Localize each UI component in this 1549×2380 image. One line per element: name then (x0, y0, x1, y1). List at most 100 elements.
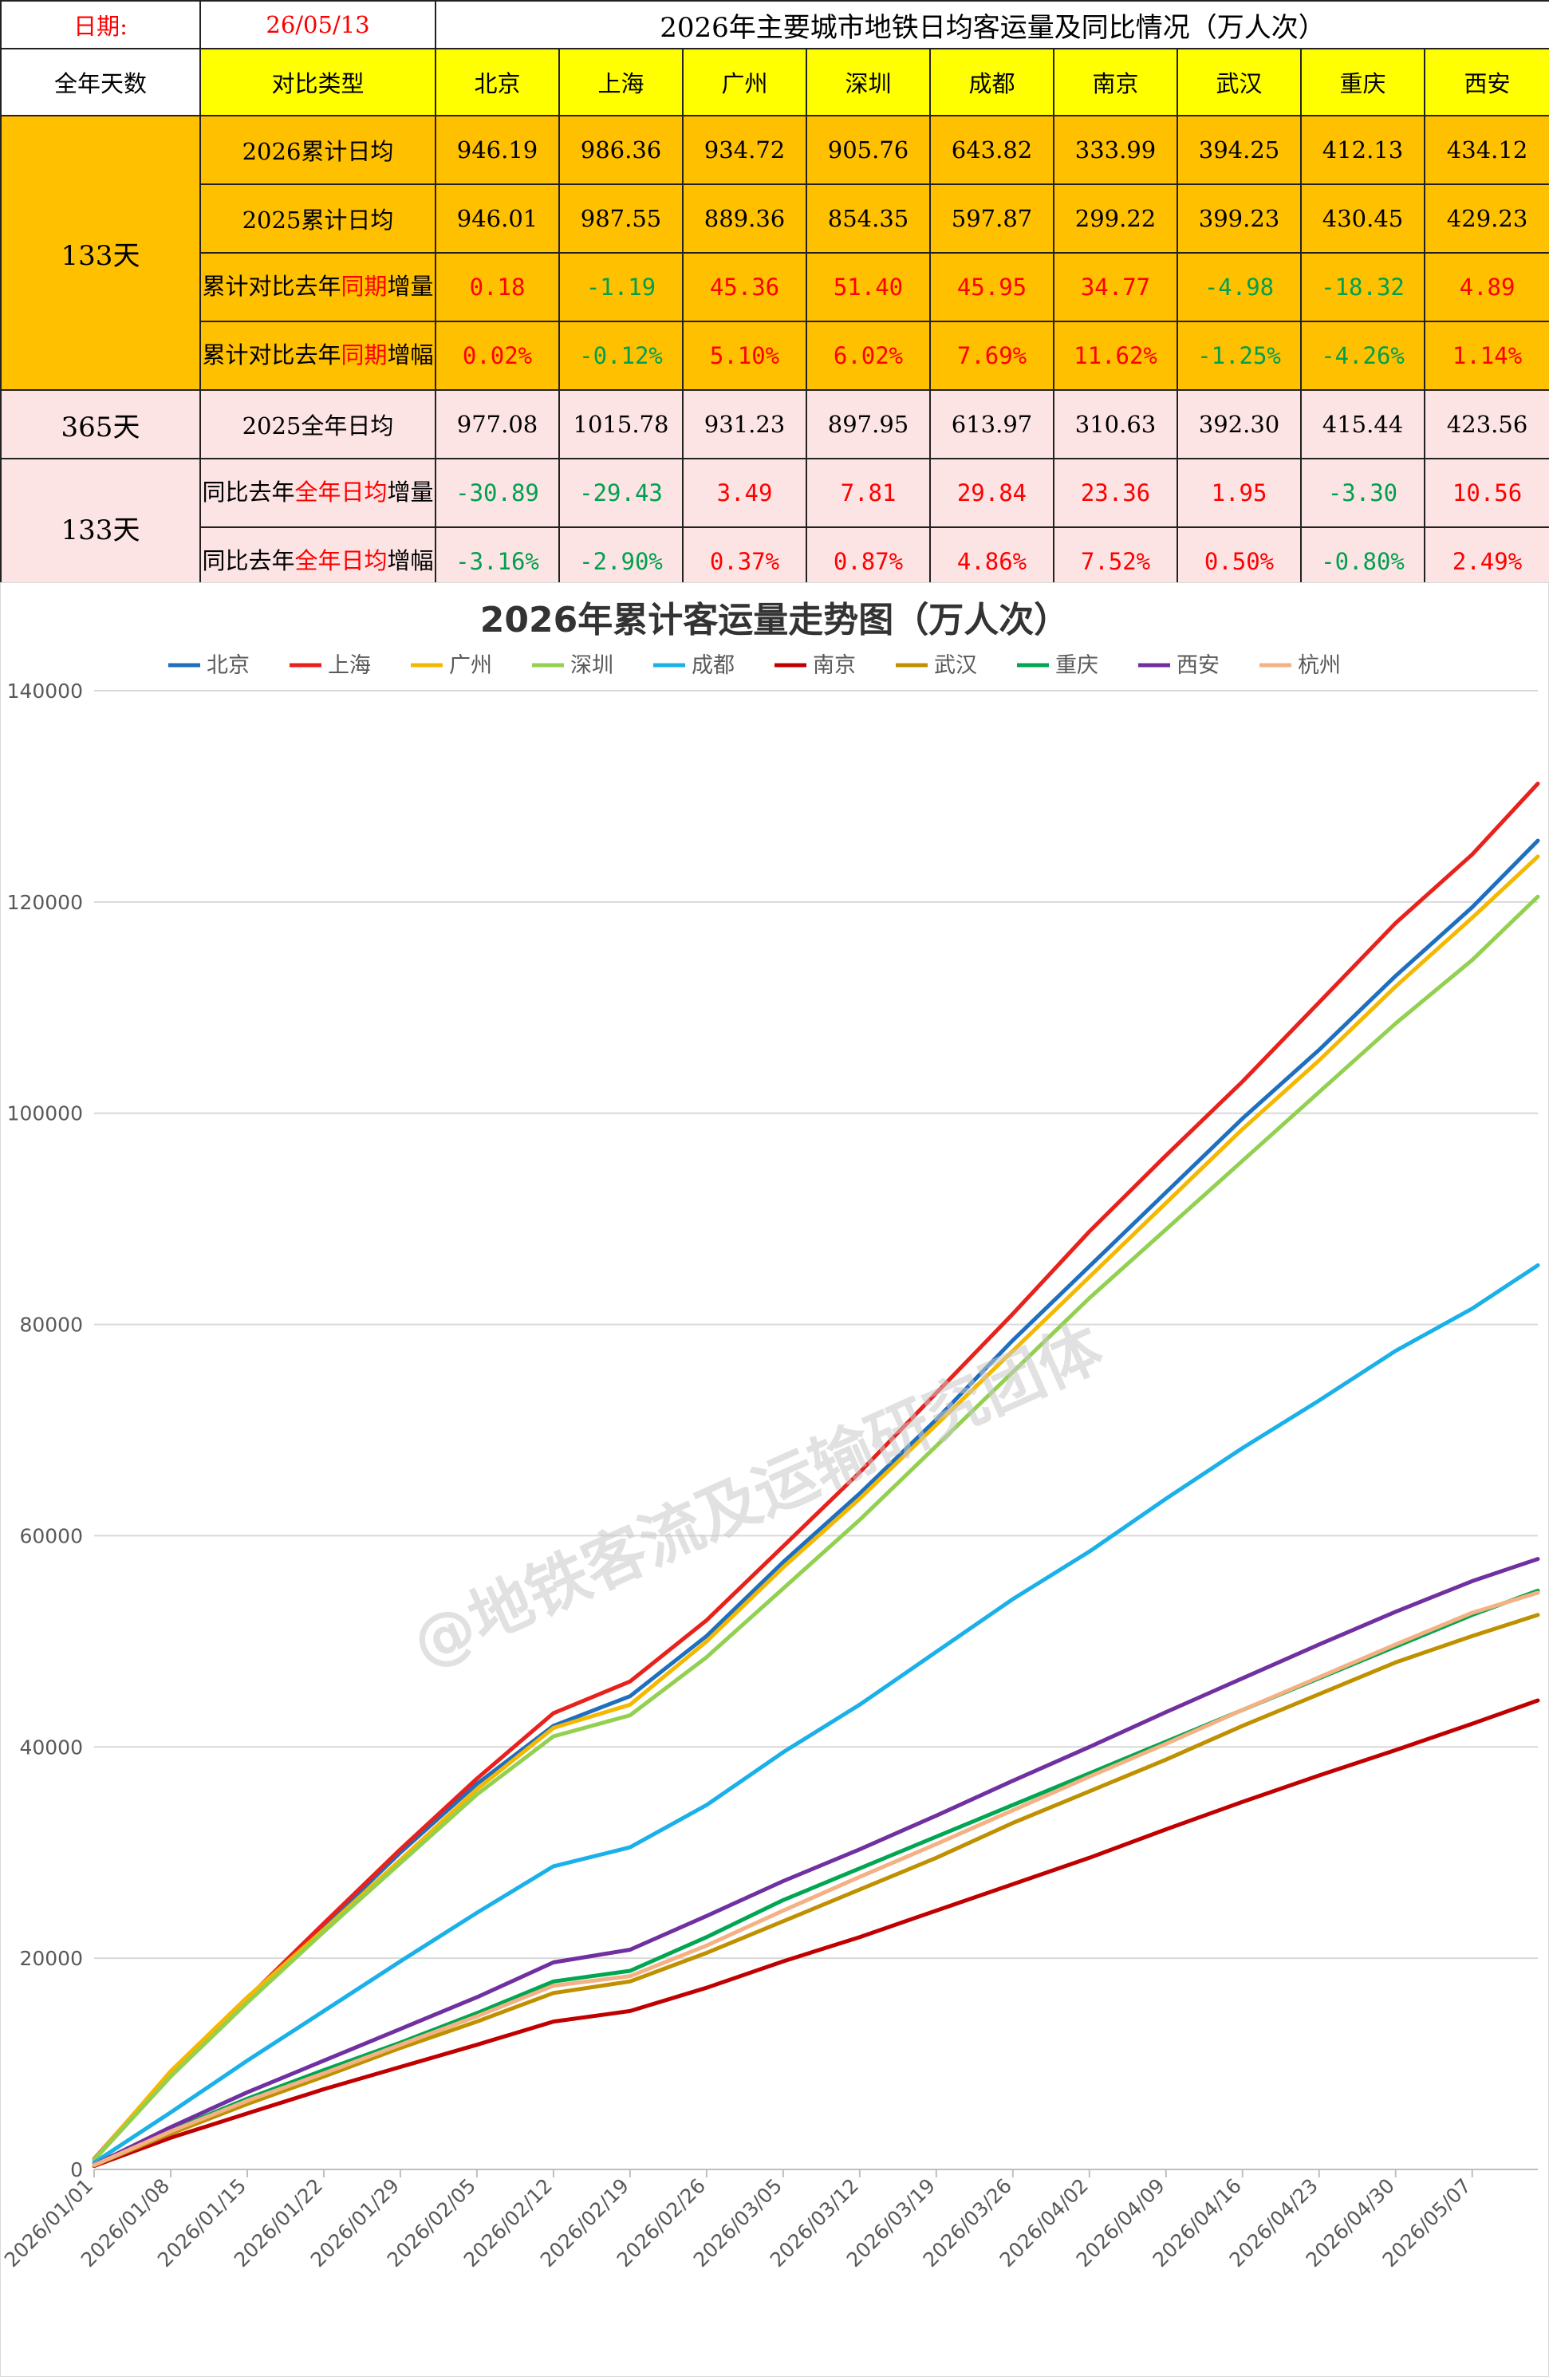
legend-label: 重庆 (1055, 653, 1098, 678)
row-label-part: 2025全年日均 (242, 412, 394, 439)
value-cell: -1.25% (1177, 321, 1302, 391)
value-cell: 415.44 (1300, 389, 1425, 459)
row-label-part: 同比去年 (202, 547, 295, 575)
row-label-part: 2026累计日均 (242, 138, 394, 165)
value-cell: 6.02% (806, 321, 931, 391)
days-cell: 133天 (0, 115, 201, 391)
row-label: 2025累计日均 (199, 183, 436, 254)
legend-label: 南京 (813, 653, 856, 678)
value-cell: 23.36 (1053, 458, 1178, 528)
date-label: 日期: (0, 0, 201, 49)
row-label-part: 同期 (341, 273, 388, 301)
value-cell: 897.95 (806, 389, 931, 459)
value-cell: 986.36 (558, 115, 684, 185)
value-cell: 299.22 (1053, 183, 1178, 254)
value-cell: 889.36 (682, 183, 807, 254)
city-header: 重庆 (1300, 48, 1425, 116)
row-label-part: 增幅 (387, 341, 434, 369)
row-label-part: 全年日均 (294, 479, 388, 506)
value-cell: 1015.78 (558, 389, 684, 459)
value-cell: 34.77 (1053, 252, 1178, 322)
y-tick-label: 140000 (7, 680, 83, 703)
y-tick-label: 80000 (19, 1314, 83, 1337)
city-header: 南京 (1053, 48, 1178, 116)
city-header: 成都 (929, 48, 1054, 116)
value-cell: 10.56 (1423, 458, 1549, 528)
days-header: 全年天数 (0, 48, 201, 116)
row-label: 2026累计日均 (199, 115, 436, 185)
y-tick-label: 20000 (19, 1947, 83, 1970)
row-label-part: 同期 (341, 341, 388, 369)
value-cell: 854.35 (806, 183, 931, 254)
chart-series (92, 782, 1540, 2169)
y-tick-label: 40000 (19, 1736, 83, 1759)
legend-label: 杭州 (1298, 653, 1341, 678)
row-label: 累计对比去年同期增量 (199, 252, 436, 322)
value-cell: -29.43 (558, 458, 684, 528)
value-cell: 934.72 (682, 115, 807, 185)
days-cell: 365天 (0, 389, 201, 459)
value-cell: 597.87 (929, 183, 1054, 254)
table-row: 133天 同比去年全年日均增量 -30.89 -29.43 3.49 7.81 29.84 2… (0, 458, 1549, 597)
city-header: 武汉 (1177, 48, 1302, 116)
value-cell: 392.30 (1177, 389, 1302, 459)
table-row: 365天 2025全年日均 977.08 1015.78 931.23 897.95 613… (0, 389, 1549, 459)
row-label-part: 累计对比去年 (202, 273, 341, 301)
chart-title: 2026年累计客运量走势图（万人次） (480, 600, 1069, 640)
value-cell: 45.95 (929, 252, 1054, 322)
legend-label: 北京 (207, 653, 250, 678)
value-cell: 1.95 (1177, 458, 1302, 528)
value-cell: 29.84 (929, 458, 1054, 528)
value-cell: 51.40 (806, 252, 931, 322)
row-label: 同比去年全年日均增量 (199, 458, 436, 528)
row-label-part: 增幅 (387, 547, 434, 575)
value-cell: 3.49 (682, 458, 807, 528)
table-row: 2025累计日均 946.01 987.55 889.36 854.35 597.87 29… (1, 183, 1549, 254)
value-cell: 5.10% (682, 321, 807, 391)
cumulative-ridership-chart: 2026年累计客运量走势图（万人次） 北京 上海 广州 深圳 成都 南京 武汉 重庆 西安 杭州 … (0, 581, 1549, 2378)
value-cell: 429.23 (1423, 183, 1549, 254)
value-cell: 7.81 (806, 458, 931, 528)
stats-table: 日期: 26/05/13 2026年主要城市地铁日均客运量及同比情况（万人次） … (0, 0, 1549, 597)
y-tick-label: 60000 (19, 1524, 83, 1547)
y-axis: 0 20000 40000 60000 80000 100000 120000 140000 (7, 680, 83, 2181)
legend-label: 深圳 (570, 653, 613, 678)
row-label-part: 同比去年 (202, 479, 295, 506)
value-cell: 0.02% (435, 321, 560, 391)
stats-table-section: 日期: 26/05/13 2026年主要城市地铁日均客运量及同比情况（万人次） … (0, 0, 1549, 597)
row-label-part: 累计对比去年 (202, 341, 341, 369)
value-cell: 946.19 (435, 115, 560, 185)
legend-label: 西安 (1177, 653, 1220, 678)
city-header: 深圳 (806, 48, 931, 116)
value-cell: 434.12 (1423, 115, 1549, 185)
value-cell: 0.18 (435, 252, 560, 322)
value-cell: 4.89 (1423, 252, 1549, 322)
value-cell: -0.12% (558, 321, 684, 391)
row-label: 2025全年日均 (199, 389, 436, 459)
series-line-6 (92, 1698, 1540, 2169)
date-value: 26/05/13 (199, 0, 436, 49)
value-cell: 423.56 (1423, 389, 1549, 459)
value-cell: 45.36 (682, 252, 807, 322)
row-label: 累计对比去年同期增幅 (199, 321, 436, 391)
series-line-9 (92, 1557, 1540, 2167)
row-label-part: 2025累计日均 (242, 207, 394, 234)
row-label-part: 全年日均 (294, 547, 388, 575)
value-cell: 430.45 (1300, 183, 1425, 254)
value-cell: -1.19 (558, 252, 684, 322)
value-cell: 977.08 (435, 389, 560, 459)
value-cell: 905.76 (806, 115, 931, 185)
value-cell: 333.99 (1053, 115, 1178, 185)
value-cell: 11.62% (1053, 321, 1178, 391)
y-tick-label: 120000 (7, 891, 83, 914)
value-cell: -3.30 (1300, 458, 1425, 528)
value-cell: 931.23 (682, 389, 807, 459)
value-cell: 394.25 (1177, 115, 1302, 185)
series-line-5 (92, 1263, 1540, 2165)
value-cell: 643.82 (929, 115, 1054, 185)
table-title: 2026年主要城市地铁日均客运量及同比情况（万人次） (434, 0, 1549, 49)
table-row: 累计对比去年同期增量 0.18 -1.19 45.36 51.40 45.95 34.77-… (1, 252, 1549, 322)
city-header: 北京 (435, 48, 560, 116)
chart-legend: 北京 上海 广州 深圳 成都 南京 武汉 重庆 西安 杭州 (168, 653, 1341, 678)
series-line-2 (92, 782, 1540, 2161)
